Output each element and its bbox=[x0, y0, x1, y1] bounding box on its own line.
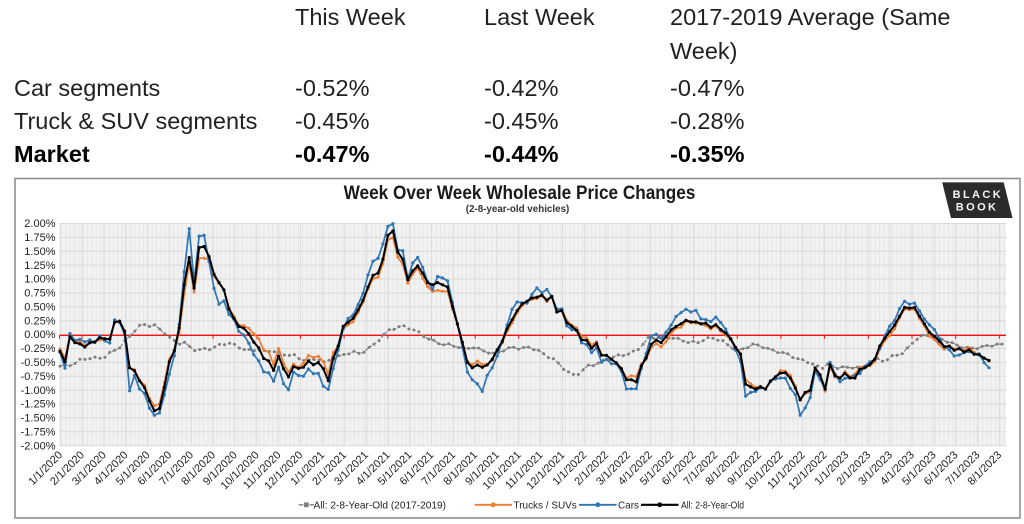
svg-text:All: 2-8-Year-Old (2017-2019): All: 2-8-Year-Old (2017-2019) bbox=[314, 500, 447, 511]
svg-text:BLACK: BLACK bbox=[953, 189, 1004, 201]
svg-text:-0.25%: -0.25% bbox=[21, 343, 56, 355]
svg-text:2.00%: 2.00% bbox=[24, 218, 55, 230]
svg-text:-1.75%: -1.75% bbox=[21, 426, 56, 438]
svg-text:-1.00%: -1.00% bbox=[21, 385, 56, 397]
svg-text:0.50%: 0.50% bbox=[24, 301, 55, 313]
svg-text:1.25%: 1.25% bbox=[24, 260, 55, 272]
svg-text:-1.25%: -1.25% bbox=[21, 399, 56, 411]
svg-text:All: 2-8-Year-Old: All: 2-8-Year-Old bbox=[681, 500, 744, 511]
svg-text:-0.50%: -0.50% bbox=[21, 357, 56, 369]
svg-text:Cars: Cars bbox=[618, 500, 639, 511]
svg-text:0.25%: 0.25% bbox=[24, 315, 55, 327]
svg-text:(2-8-year-old vehicles): (2-8-year-old vehicles) bbox=[466, 204, 570, 215]
svg-text:1.00%: 1.00% bbox=[24, 274, 55, 286]
svg-text:0.00%: 0.00% bbox=[24, 329, 55, 341]
svg-text:BOOK: BOOK bbox=[956, 202, 999, 214]
svg-text:Trucks / SUVs: Trucks / SUVs bbox=[514, 500, 577, 511]
svg-text:Week Over Week Wholesale Price: Week Over Week Wholesale Price Changes bbox=[344, 181, 696, 203]
svg-text:-2.00%: -2.00% bbox=[21, 440, 56, 452]
svg-text:1.75%: 1.75% bbox=[24, 232, 55, 244]
svg-text:0.75%: 0.75% bbox=[24, 288, 55, 300]
svg-text:-1.50%: -1.50% bbox=[21, 413, 56, 425]
svg-text:1.50%: 1.50% bbox=[24, 246, 55, 258]
svg-text:-0.75%: -0.75% bbox=[21, 371, 56, 383]
